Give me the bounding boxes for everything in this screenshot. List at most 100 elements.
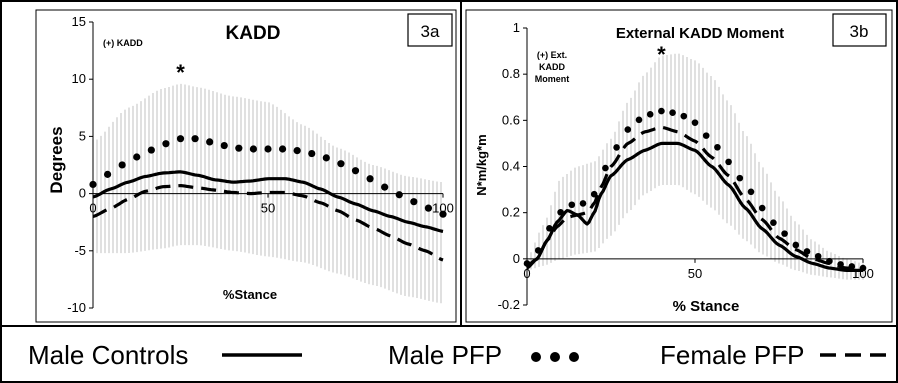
legend-label-male-pfp: Male PFP bbox=[388, 340, 502, 370]
b-male-pfp-point bbox=[579, 200, 587, 207]
b-x-tick-label: 0 bbox=[523, 266, 530, 281]
a-male-pfp-point bbox=[103, 170, 112, 178]
panel-3a-y-ticks: -10 -5 0 5 10 15 bbox=[67, 14, 93, 315]
b-male-controls-line bbox=[526, 141, 863, 272]
b-x-tick-label: 50 bbox=[688, 266, 702, 281]
b-male-pfp-point bbox=[792, 241, 800, 249]
b-male-pfp-point bbox=[646, 111, 654, 118]
a-male-pfp-point bbox=[235, 144, 243, 152]
panel-3b-series bbox=[523, 107, 867, 272]
b-male-pfp-point bbox=[624, 126, 632, 133]
a-male-pfp-point bbox=[278, 145, 287, 153]
b-y-tick-label: 0.4 bbox=[502, 159, 520, 174]
panel-3b-significance-star: * bbox=[657, 42, 666, 67]
b-male-pfp-point bbox=[635, 116, 643, 124]
a-male-controls-line bbox=[92, 170, 444, 233]
b-male-pfp-point bbox=[568, 201, 576, 209]
legend: Male Controls Male PFP Female PFP bbox=[28, 340, 894, 370]
panel-3a-annotation: (+) KADD bbox=[103, 38, 143, 48]
panel-3a-label-box bbox=[407, 13, 453, 47]
panel-3b: -0.200.20.40.60.81 0 50 100 3b External KA… bbox=[465, 9, 893, 323]
panel-3b-label: 3b bbox=[850, 22, 869, 41]
panel-3b-y-ticks: -0.2 0 0.2 0.4 0.6 0.8 1 bbox=[498, 20, 527, 312]
b-male-pfp-point bbox=[758, 204, 766, 212]
panel-3a-title: KADD bbox=[226, 23, 281, 44]
a-male-pfp-point bbox=[206, 138, 214, 146]
b-male-pfp-point bbox=[534, 247, 542, 254]
b-male-pfp-point bbox=[602, 164, 609, 172]
a-male-pfp-point bbox=[220, 141, 228, 150]
a-x-tick-label: 100 bbox=[432, 201, 454, 216]
a-male-pfp-point bbox=[162, 140, 170, 148]
b-y-tick-label: 0.2 bbox=[502, 205, 520, 220]
a-male-pfp-point bbox=[424, 204, 433, 212]
panel-3a-plot-frame bbox=[35, 9, 457, 323]
b-male-pfp-point bbox=[702, 132, 710, 139]
a-y-tick-label: 10 bbox=[72, 71, 86, 86]
a-male-pfp-point bbox=[264, 145, 272, 153]
legend-swatch-dot-3 bbox=[569, 352, 579, 362]
a-male-pfp-point bbox=[337, 160, 345, 168]
b-male-pfp-point bbox=[691, 119, 699, 126]
b-y-tick-label: 0 bbox=[513, 251, 520, 266]
b-y-tick-label: 0.6 bbox=[502, 112, 520, 127]
a-male-pfp-point bbox=[147, 146, 155, 154]
a-y-tick-label: 5 bbox=[79, 128, 86, 143]
panel-3b-annotation-line-3: Moment bbox=[535, 74, 570, 84]
panel-3b-title: External KADD Moment bbox=[616, 25, 784, 42]
a-male-pfp-point bbox=[133, 153, 141, 161]
a-y-tick-label: -5 bbox=[74, 243, 86, 258]
a-x-tick-label: 50 bbox=[261, 201, 275, 216]
b-male-pfp-point bbox=[546, 225, 553, 232]
a-y-tick-label: 15 bbox=[72, 14, 86, 29]
panel-3a-x-ticks: 0 50 100 bbox=[89, 193, 454, 216]
b-male-pfp-point bbox=[714, 143, 721, 151]
a-male-pfp-point bbox=[381, 183, 389, 191]
a-male-pfp-point bbox=[395, 191, 403, 199]
b-y-tick-label: 0.8 bbox=[502, 66, 520, 81]
a-y-tick-label: 0 bbox=[79, 186, 86, 201]
panel-3b-label-box bbox=[832, 13, 887, 47]
b-male-pfp-point bbox=[658, 107, 665, 115]
panel-3a-significance-star: * bbox=[176, 60, 185, 85]
panel-3a-label: 3a bbox=[421, 22, 440, 41]
a-female-pfp-line bbox=[92, 184, 444, 262]
b-male-pfp-point bbox=[736, 174, 744, 182]
panel-3b-y-label: N*m/kg*m bbox=[474, 134, 489, 195]
a-male-pfp-point bbox=[439, 210, 447, 218]
b-male-pfp-point bbox=[557, 208, 564, 216]
a-male-pfp-point bbox=[249, 145, 258, 153]
a-male-pfp-point bbox=[410, 198, 418, 206]
b-male-pfp-point bbox=[781, 230, 788, 237]
a-male-pfp-point bbox=[366, 175, 374, 183]
b-male-pfp-point bbox=[669, 109, 676, 117]
a-male-pfp-point bbox=[118, 161, 126, 169]
legend-label-male-controls: Male Controls bbox=[28, 340, 188, 370]
a-male-pfp-point bbox=[322, 154, 330, 162]
b-y-tick-label: -0.2 bbox=[498, 297, 520, 312]
panel-3a-series bbox=[89, 135, 447, 262]
a-male-pfp-point bbox=[293, 146, 301, 155]
b-male-pfp-point bbox=[725, 158, 732, 166]
legend-swatch-dot-2 bbox=[550, 352, 560, 362]
b-male-pfp-point bbox=[680, 112, 688, 120]
a-male-pfp-point bbox=[89, 180, 97, 189]
b-female-pfp-line bbox=[526, 125, 863, 270]
a-y-tick-label: -10 bbox=[67, 300, 86, 315]
a-x-tick-label: 0 bbox=[89, 201, 96, 216]
panel-3a: -10 -5 0 5 10 15 0 50 100 3a KADD (+) KADD * %S… bbox=[35, 9, 457, 323]
legend-swatch-dot-1 bbox=[531, 352, 541, 362]
b-male-pfp-point bbox=[747, 188, 755, 196]
a-male-pfp-point bbox=[351, 167, 360, 175]
b-y-tick-label: 1 bbox=[513, 20, 520, 35]
b-male-pfp-point bbox=[613, 144, 620, 151]
panel-3a-x-label: %Stance bbox=[223, 287, 277, 302]
a-male-pfp-point bbox=[308, 149, 316, 158]
a-male-pfp-point bbox=[191, 135, 199, 143]
panel-3b-annotation-line-2: KADD bbox=[539, 62, 565, 72]
b-male-pfp-point bbox=[814, 252, 822, 260]
a-male-pfp-point bbox=[176, 135, 185, 143]
panel-3b-annotation-line-1: (+) Ext. bbox=[537, 50, 567, 60]
